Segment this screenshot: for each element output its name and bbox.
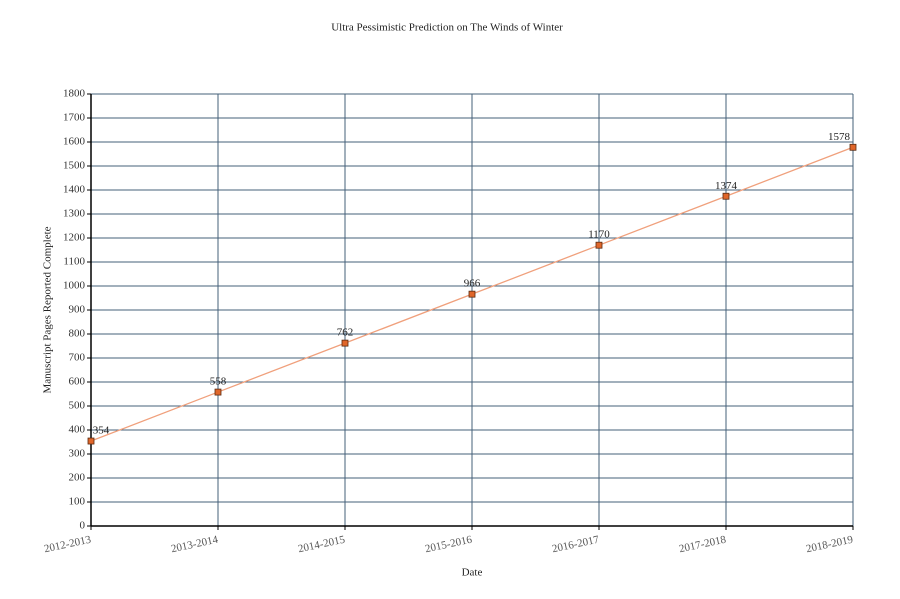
data-label: 354 [93,425,110,437]
y-tick-label: 1300 [63,208,86,220]
data-label: 558 [210,376,227,388]
y-tick-label: 1500 [63,160,86,172]
y-tick-label: 1600 [63,136,86,148]
y-tick-label: 600 [69,376,86,388]
marker [341,339,349,347]
y-tick-label: 700 [69,352,86,364]
y-tick-label: 300 [69,448,86,460]
data-label: 762 [337,327,354,339]
marker [849,143,857,151]
y-tick-label: 200 [69,472,86,484]
data-label: 1578 [828,131,851,143]
marker [87,437,95,445]
y-tick-label: 100 [69,496,86,508]
data-label: 1374 [715,180,738,192]
y-tick-label: 1200 [63,232,86,244]
y-tick-label: 900 [69,304,86,316]
data-label: 966 [464,278,481,290]
y-tick-label: 500 [69,400,86,412]
y-tick-label: 1700 [63,112,86,124]
marker [595,241,603,249]
marker [722,192,730,200]
y-tick-label: 1100 [63,256,85,268]
y-tick-label: 1000 [63,280,86,292]
y-tick-label: 0 [80,520,86,532]
x-axis-label: Date [462,567,483,579]
chart-title: Ultra Pessimistic Prediction on The Wind… [331,22,563,34]
y-tick-label: 400 [69,424,86,436]
y-axis-label: Manuscript Pages Reported Complete [42,226,54,393]
y-tick-label: 1400 [63,184,86,196]
data-label: 1170 [588,229,610,241]
marker [214,388,222,396]
y-tick-label: 1800 [63,88,86,100]
y-tick-label: 800 [69,328,86,340]
marker [468,290,476,298]
